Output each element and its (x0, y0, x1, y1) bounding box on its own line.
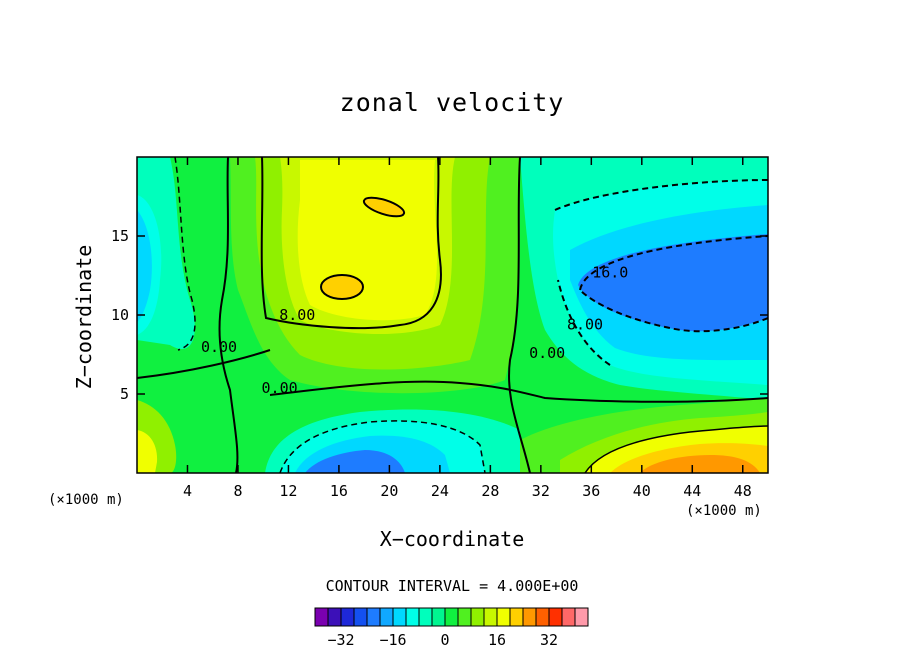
colorbar-cell (405, 607, 420, 627)
x-axis-title: X−coordinate (379, 527, 525, 551)
x-tick-label: 24 (431, 482, 449, 500)
colorbar-cell (314, 607, 329, 627)
x-tick-label: 40 (633, 482, 651, 500)
contour-zero-lower (137, 349, 768, 403)
colorbar: −32 −16 0 16 32 (314, 607, 589, 649)
x-tick-label: 12 (279, 482, 297, 500)
x-tick-label: 16 (330, 482, 348, 500)
lower-left-positive-core (137, 430, 158, 473)
x-tick-label: 28 (481, 482, 499, 500)
contour-neg-four-left (174, 157, 196, 351)
y-tick-label: 15 (111, 227, 129, 245)
colorbar-tick-label: 0 (440, 631, 449, 649)
contour-label: 16.0 (592, 264, 628, 282)
colorbar-cell (561, 607, 576, 627)
colorbar-cell (457, 607, 472, 627)
contour-field (137, 157, 768, 473)
max-cell-2 (362, 196, 406, 218)
x-tick-label: 44 (683, 482, 701, 500)
colorbar-tick-label: 16 (488, 631, 506, 649)
x-tick-label: 20 (380, 482, 398, 500)
colorbar-cell (327, 607, 342, 627)
colorbar-cell (340, 607, 355, 627)
colorbar-cell (574, 607, 589, 627)
y-tick-label: 5 (120, 385, 129, 403)
chart-title: zonal velocity (339, 88, 565, 117)
x-tick-label: 36 (582, 482, 600, 500)
contour-label: 0.00 (201, 338, 237, 356)
colorbar-cell (431, 607, 446, 627)
colorbar-tick-label: 32 (540, 631, 558, 649)
x-tick-label: 32 (532, 482, 550, 500)
y-axis: 5 10 15 (111, 227, 768, 403)
contour-label: 8.00 (279, 306, 315, 324)
colorbar-tick-label: −32 (327, 631, 354, 649)
max-cell-1 (320, 274, 364, 300)
y-tick-label: 10 (111, 306, 129, 324)
contour-zero-left (218, 157, 239, 473)
x-tick-label: 48 (734, 482, 752, 500)
upper-positive-core (297, 160, 438, 321)
lower-center-negative-core (305, 450, 405, 473)
contour-label: 0.00 (529, 344, 565, 362)
contour-neg-lower (279, 420, 486, 473)
x-axis: 4 8 12 16 20 24 28 32 36 40 44 48 (183, 157, 752, 500)
colorbar-cell (444, 607, 459, 627)
x-tick-label: 8 (233, 482, 242, 500)
colorbar-cell (470, 607, 485, 627)
contour-pos-lower-right (584, 425, 768, 473)
contour-neg-eight (554, 179, 768, 366)
contour-zero-right (508, 157, 531, 473)
contour-neg-sixteen (579, 235, 768, 333)
left-cyan-inner (137, 210, 152, 322)
colorbar-tick-label: −16 (379, 631, 406, 649)
colorbar-cell (379, 607, 394, 627)
colorbar-cell (418, 607, 433, 627)
right-negative-core (578, 234, 768, 332)
colorbar-cell (496, 607, 511, 627)
colorbar-cell (483, 607, 498, 627)
lower-right-positive-core (640, 455, 760, 473)
colorbar-cell (535, 607, 550, 627)
colorbar-cell (353, 607, 368, 627)
y-unit-label: (×1000 m) (686, 503, 762, 519)
colorbar-cell (509, 607, 524, 627)
colorbar-cell (392, 607, 407, 627)
contour-label: 8.00 (567, 316, 603, 334)
colorbar-cell (366, 607, 381, 627)
contour-interval-label: CONTOUR INTERVAL = 4.000E+00 (325, 577, 579, 595)
contour-label: 0.00 (262, 379, 298, 397)
x-unit-label: (×1000 m) (48, 492, 124, 508)
x-tick-label: 4 (183, 482, 192, 500)
colorbar-cell (548, 607, 563, 627)
contour-eight (260, 157, 442, 330)
colorbar-cell (522, 607, 537, 627)
